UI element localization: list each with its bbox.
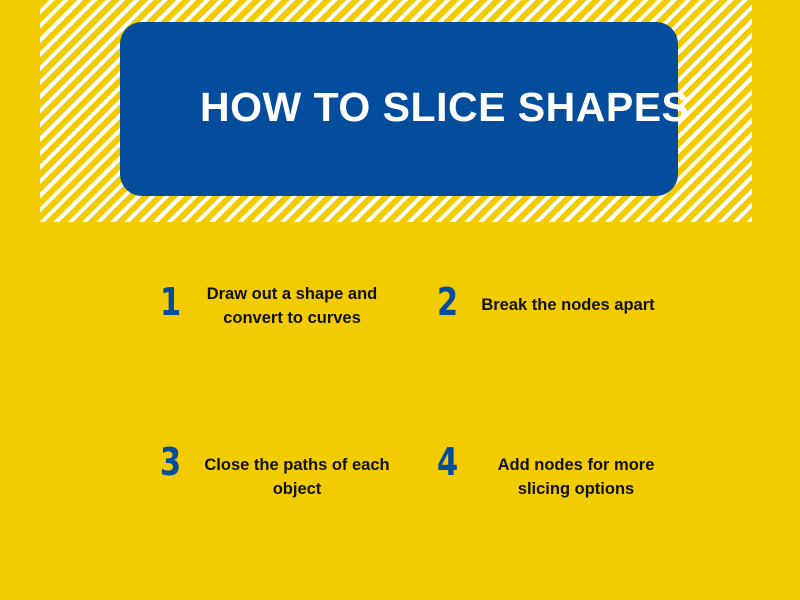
page-title: HOW TO SLICE SHAPES (200, 84, 690, 130)
step-1-number: 1 (160, 280, 182, 324)
step-3-text: Close the paths of each object (204, 456, 390, 498)
step-2-text: Break the nodes apart (481, 296, 655, 314)
step-3-number: 3 (160, 440, 182, 484)
step-4-text: Add nodes for more slicing options (497, 456, 655, 498)
step-1-text: Draw out a shape and convert to curves (206, 285, 378, 327)
step-4-number: 4 (437, 440, 459, 484)
title-card: HOW TO SLICE SHAPES (120, 22, 689, 196)
step-2-number: 2 (437, 280, 459, 324)
